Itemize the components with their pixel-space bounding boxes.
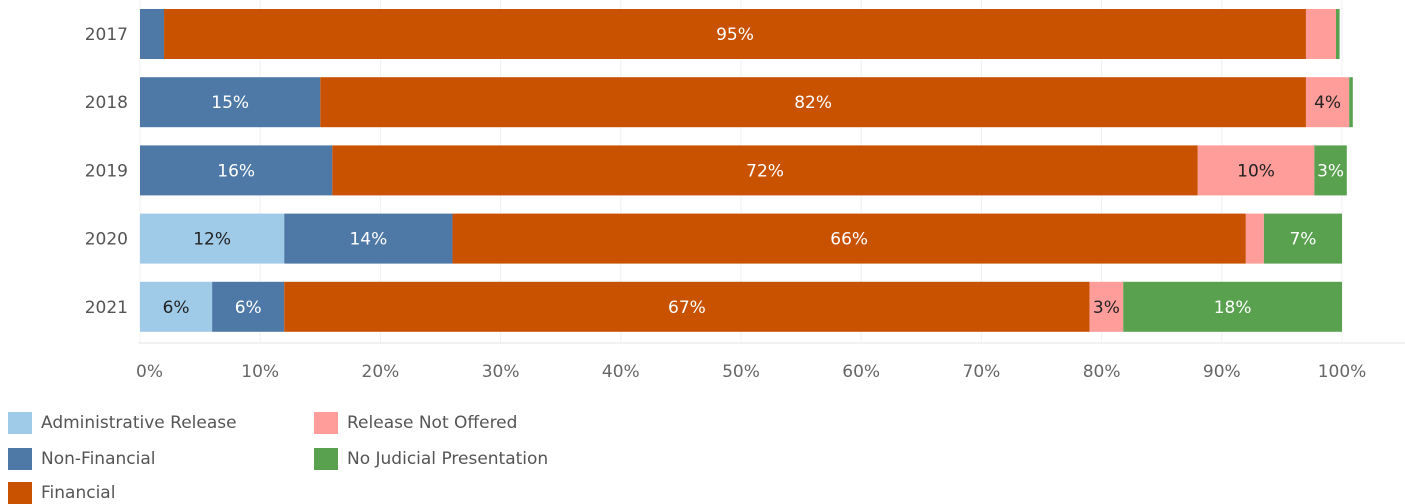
bar-segment	[332, 145, 1198, 196]
x-tick-label: 70%	[963, 362, 1001, 382]
bar-segment	[140, 213, 285, 264]
data-label: 12%	[193, 230, 231, 250]
bar-segment	[140, 9, 165, 59]
legend-swatch-no-judicial-presentation	[314, 448, 338, 470]
legend-swatch-release-not-offered	[314, 412, 338, 434]
x-tick-label: 80%	[1083, 362, 1121, 382]
y-tick-label: 2018	[85, 93, 128, 113]
bar-segment	[140, 145, 333, 196]
data-label: 16%	[217, 161, 255, 181]
bar-segment	[1335, 9, 1340, 59]
stacked-bar-chart: 95% 15% 82% 4% 16% 72% 10% 3% 12% 14% 66% 7% 6% 6% 67%…	[85, 0, 1405, 382]
data-label: 7%	[1289, 230, 1316, 250]
legend-swatch-non-financial	[8, 448, 32, 470]
bar-segment	[284, 213, 453, 264]
bars	[140, 9, 1353, 332]
data-label: 3%	[1093, 298, 1120, 318]
data-label: 82%	[794, 93, 832, 113]
data-label: 4%	[1314, 93, 1341, 113]
y-tick-label: 2017	[85, 25, 128, 45]
legend-item-non-financial: Non-Financial	[8, 448, 155, 470]
legend-label: Non-Financial	[41, 449, 156, 469]
legend-item-no-judicial-presentation: No Judicial Presentation	[314, 448, 548, 470]
legend-label: Administrative Release	[41, 413, 237, 433]
data-label: 95%	[716, 25, 754, 45]
data-label: 67%	[668, 298, 706, 318]
bar-segment	[452, 213, 1246, 264]
bar-segment	[1314, 145, 1347, 196]
bar-segment	[140, 77, 321, 128]
x-tick-label: 0%	[136, 362, 163, 382]
data-label: 15%	[211, 93, 249, 113]
bar-segment	[284, 281, 1090, 332]
bar-segment	[140, 281, 213, 332]
data-label: 6%	[163, 298, 190, 318]
data-label: 66%	[830, 230, 868, 250]
bar-labels: 95% 15% 82% 4% 16% 72% 10% 3% 12% 14% 66% 7% 6% 6% 67%…	[163, 25, 1345, 318]
bar-segment	[320, 77, 1306, 128]
legend-swatch-administrative-release	[8, 412, 32, 434]
y-tick-label: 2019	[85, 161, 128, 181]
data-label: 14%	[349, 230, 387, 250]
legend-item-administrative-release: Administrative Release	[8, 412, 237, 434]
x-tick-label: 100%	[1318, 362, 1367, 382]
bar-segment	[1197, 145, 1315, 196]
data-label: 3%	[1317, 161, 1344, 181]
x-tick-label: 50%	[722, 362, 760, 382]
legend: Administrative Release Non-Financial Fin…	[8, 410, 708, 504]
y-tick-label: 2020	[85, 230, 128, 250]
legend-item-release-not-offered: Release Not Offered	[314, 412, 517, 434]
x-tick-label: 90%	[1203, 362, 1241, 382]
bar-segment	[1089, 281, 1124, 332]
legend-item-financial: Financial	[8, 482, 115, 504]
y-tick-label: 2021	[85, 298, 128, 318]
bar-segment	[1349, 77, 1353, 128]
legend-label: No Judicial Presentation	[347, 449, 549, 469]
bar-segment	[212, 281, 285, 332]
x-tick-label: 20%	[362, 362, 400, 382]
bar-segment	[1263, 213, 1342, 264]
data-label: 6%	[235, 298, 262, 318]
x-tick-label: 30%	[482, 362, 520, 382]
bar-segment	[1305, 9, 1336, 59]
data-label: 72%	[746, 161, 784, 181]
x-tick-label: 40%	[602, 362, 640, 382]
legend-label: Financial	[41, 483, 116, 503]
bar-segment	[1245, 213, 1264, 264]
x-tick-label: 10%	[241, 362, 279, 382]
bar-segment	[1123, 281, 1342, 332]
legend-swatch-financial	[8, 482, 32, 504]
bar-segment	[1305, 77, 1350, 128]
x-tick-label: 60%	[842, 362, 880, 382]
data-label: 18%	[1214, 298, 1252, 318]
data-label: 10%	[1237, 161, 1275, 181]
legend-label: Release Not Offered	[347, 413, 518, 433]
bar-segment	[164, 9, 1306, 59]
x-axis: 0% 10% 20% 30% 40% 50% 60% 70% 80% 90% 100%	[136, 342, 1405, 382]
y-axis: 2017 2018 2019 2020 2021	[85, 25, 128, 318]
